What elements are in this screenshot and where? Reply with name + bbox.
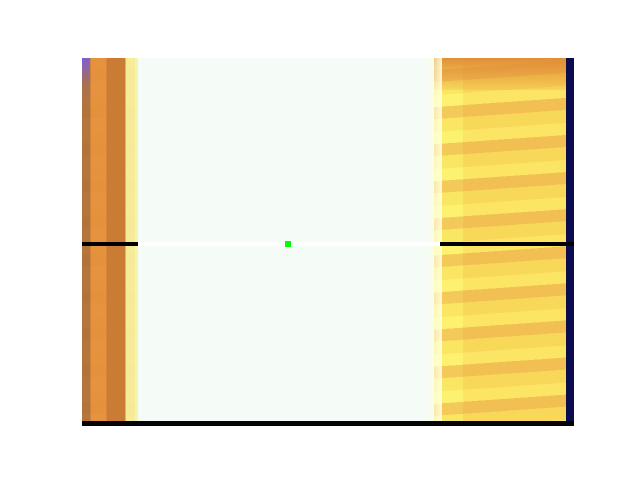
- horizontal-divider-right: [440, 242, 574, 246]
- green-cursor-dot: [285, 241, 291, 247]
- left-edge-color-region: [82, 58, 90, 112]
- bottom-border: [82, 421, 574, 426]
- horizontal-divider-left: [82, 242, 138, 246]
- image-viewport: [82, 58, 574, 426]
